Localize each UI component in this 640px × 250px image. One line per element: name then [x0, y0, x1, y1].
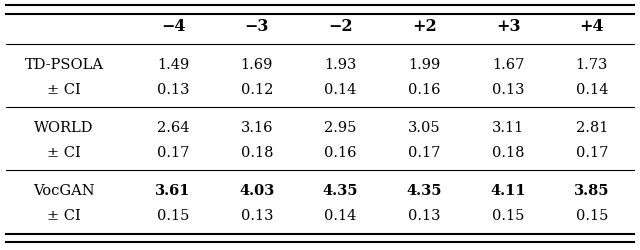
Text: WORLD: WORLD [35, 120, 93, 134]
Text: +4: +4 [579, 18, 604, 35]
Text: 1.93: 1.93 [324, 58, 356, 72]
Text: 1.69: 1.69 [241, 58, 273, 72]
Text: 0.12: 0.12 [241, 83, 273, 97]
Text: 4.35: 4.35 [323, 183, 358, 197]
Text: 0.13: 0.13 [157, 83, 189, 97]
Text: 0.18: 0.18 [492, 146, 524, 160]
Text: 0.17: 0.17 [575, 146, 608, 160]
Text: 4.35: 4.35 [406, 183, 442, 197]
Text: 3.16: 3.16 [241, 120, 273, 134]
Text: VocGAN: VocGAN [33, 183, 95, 197]
Text: 0.18: 0.18 [241, 146, 273, 160]
Text: +2: +2 [412, 18, 436, 35]
Text: 0.13: 0.13 [241, 208, 273, 222]
Text: −3: −3 [244, 18, 269, 35]
Text: 0.14: 0.14 [324, 83, 356, 97]
Text: −2: −2 [328, 18, 353, 35]
Text: 0.16: 0.16 [324, 146, 356, 160]
Text: −4: −4 [161, 18, 186, 35]
Text: 1.99: 1.99 [408, 58, 440, 72]
Text: 0.14: 0.14 [575, 83, 608, 97]
Text: 4.03: 4.03 [239, 183, 275, 197]
Text: 4.11: 4.11 [490, 183, 526, 197]
Text: 3.11: 3.11 [492, 120, 524, 134]
Text: 3.85: 3.85 [574, 183, 609, 197]
Text: 0.13: 0.13 [408, 208, 440, 222]
Text: 0.17: 0.17 [408, 146, 440, 160]
Text: ± CI: ± CI [47, 146, 81, 160]
Text: 2.95: 2.95 [324, 120, 356, 134]
Text: +3: +3 [496, 18, 520, 35]
Text: 1.73: 1.73 [575, 58, 608, 72]
Text: 2.64: 2.64 [157, 120, 189, 134]
Text: 1.49: 1.49 [157, 58, 189, 72]
Text: 0.14: 0.14 [324, 208, 356, 222]
Text: 2.81: 2.81 [575, 120, 608, 134]
Text: ± CI: ± CI [47, 208, 81, 222]
Text: 0.15: 0.15 [575, 208, 608, 222]
Text: 0.15: 0.15 [492, 208, 524, 222]
Text: TD-PSOLA: TD-PSOLA [24, 58, 104, 72]
Text: 3.05: 3.05 [408, 120, 440, 134]
Text: 0.17: 0.17 [157, 146, 189, 160]
Text: 0.16: 0.16 [408, 83, 440, 97]
Text: 0.15: 0.15 [157, 208, 189, 222]
Text: 0.13: 0.13 [492, 83, 524, 97]
Text: 3.61: 3.61 [156, 183, 191, 197]
Text: ± CI: ± CI [47, 83, 81, 97]
Text: 1.67: 1.67 [492, 58, 524, 72]
